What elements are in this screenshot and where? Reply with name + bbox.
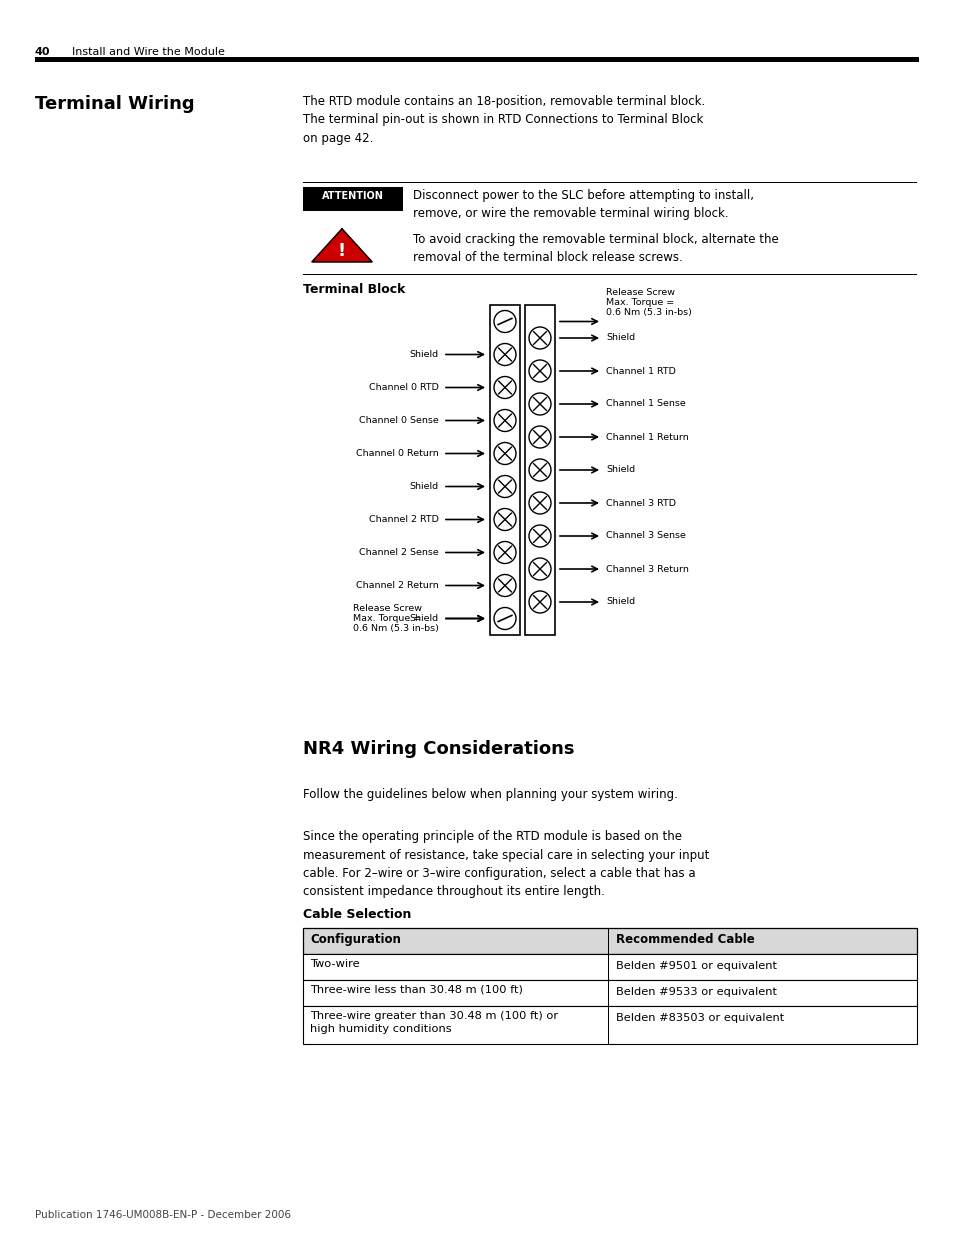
Bar [524,305,555,635]
Text: Channel 2 Return: Channel 2 Return [355,580,438,590]
Bar [490,305,519,635]
Text: Channel 3 Sense: Channel 3 Sense [605,531,685,541]
Polygon shape [312,228,372,262]
Circle shape [494,509,516,531]
Text: Channel 0 Sense: Channel 0 Sense [359,416,438,425]
Bar [607,981,609,1007]
Bar [607,953,609,981]
Text: Channel 1 Sense: Channel 1 Sense [605,399,685,409]
Circle shape [494,475,516,498]
Text: Channel 2 RTD: Channel 2 RTD [369,515,438,524]
Text: Belden #83503 or equivalent: Belden #83503 or equivalent [616,1013,783,1023]
Text: Recommended Cable: Recommended Cable [616,932,754,946]
Circle shape [494,410,516,431]
Text: Release Screw
Max. Torque =
0.6 Nm (5.3 in-bs): Release Screw Max. Torque = 0.6 Nm (5.3 … [353,604,438,634]
Text: Channel 3 Return: Channel 3 Return [605,564,688,573]
Bar [607,927,609,953]
Text: Follow the guidelines below when planning your system wiring.: Follow the guidelines below when plannin… [303,788,678,802]
Text: Channel 1 RTD: Channel 1 RTD [605,367,675,375]
Text: ATTENTION: ATTENTION [322,191,383,201]
Circle shape [494,310,516,332]
Bar [303,953,916,981]
Text: Terminal Block: Terminal Block [303,283,405,296]
Text: Three-wire less than 30.48 m (100 ft): Three-wire less than 30.48 m (100 ft) [310,986,522,995]
Text: NR4 Wiring Considerations: NR4 Wiring Considerations [303,740,574,758]
Text: The RTD module contains an 18-position, removable terminal block.
The terminal p: The RTD module contains an 18-position, … [303,95,704,144]
Bar [607,1007,609,1044]
Text: Since the operating principle of the RTD module is based on the
measurement of r: Since the operating principle of the RTD… [303,830,709,899]
Text: Channel 2 Sense: Channel 2 Sense [359,548,438,557]
Text: Terminal Wiring: Terminal Wiring [35,95,194,112]
Text: Shield: Shield [410,614,438,622]
Circle shape [494,541,516,563]
Text: Belden #9501 or equivalent: Belden #9501 or equivalent [616,961,776,971]
Circle shape [529,592,551,613]
Text: Shield: Shield [605,466,635,474]
Circle shape [529,558,551,580]
Circle shape [494,574,516,597]
Circle shape [494,377,516,399]
Text: Channel 1 Return: Channel 1 Return [605,432,688,441]
Text: 40: 40 [35,47,51,57]
Circle shape [494,608,516,630]
Circle shape [529,492,551,514]
Circle shape [529,393,551,415]
Text: Shield: Shield [410,350,438,359]
Circle shape [529,359,551,382]
Text: To avoid cracking the removable terminal block, alternate the
removal of the ter: To avoid cracking the removable terminal… [413,233,778,264]
Text: Shield: Shield [605,333,635,342]
Bar [303,1007,916,1044]
Bar [303,186,402,211]
Text: Shield: Shield [605,598,635,606]
Circle shape [529,327,551,350]
Text: Disconnect power to the SLC before attempting to install,
remove, or wire the re: Disconnect power to the SLC before attem… [413,189,753,220]
Text: Belden #9533 or equivalent: Belden #9533 or equivalent [616,987,776,997]
Bar [303,981,916,1007]
Text: Configuration: Configuration [310,932,400,946]
Text: Two-wire: Two-wire [310,960,359,969]
Circle shape [529,426,551,448]
Text: Publication 1746-UM008B-EN-P - December 2006: Publication 1746-UM008B-EN-P - December … [35,1210,291,1220]
Text: !: ! [337,242,346,261]
Circle shape [529,525,551,547]
Text: Shield: Shield [410,482,438,492]
Text: Install and Wire the Module: Install and Wire the Module [71,47,225,57]
Bar [35,57,918,62]
Circle shape [529,459,551,480]
Text: Three-wire greater than 30.48 m (100 ft) or
high humidity conditions: Three-wire greater than 30.48 m (100 ft)… [310,1011,558,1034]
Text: Channel 3 RTD: Channel 3 RTD [605,499,676,508]
Bar [303,182,916,183]
Text: Cable Selection: Cable Selection [303,908,411,921]
Bar [303,273,916,275]
Text: Channel 0 Return: Channel 0 Return [355,450,438,458]
Circle shape [494,442,516,464]
Bar [303,927,916,953]
Circle shape [494,343,516,366]
Text: Release Screw
Max. Torque =
0.6 Nm (5.3 in-bs): Release Screw Max. Torque = 0.6 Nm (5.3 … [605,288,691,317]
Text: Channel 0 RTD: Channel 0 RTD [369,383,438,391]
